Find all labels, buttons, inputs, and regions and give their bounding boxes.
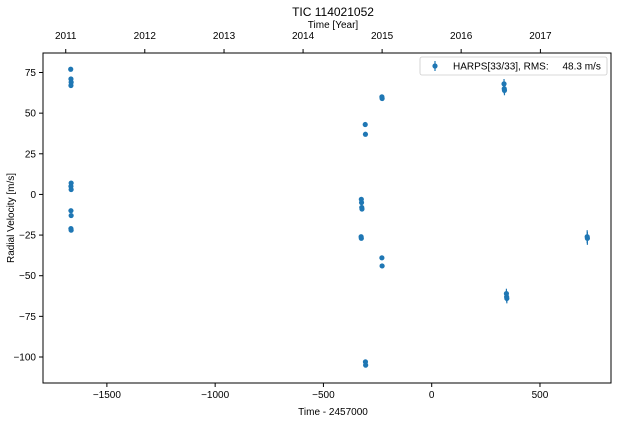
data-point bbox=[501, 87, 508, 93]
y-axis-title: Radial Velocity [m/s] bbox=[6, 173, 17, 263]
top-tick-label: 2011 bbox=[55, 31, 77, 42]
data-point bbox=[379, 263, 385, 269]
top-tick-label: 2014 bbox=[292, 31, 315, 42]
data-point bbox=[68, 186, 74, 193]
axis-ticks-layer: −1500 −1000 −500 0 500 −100 −75 −50 −25 0 25 50 75 20… bbox=[13, 31, 551, 401]
top-axis-title: Time [Year] bbox=[308, 20, 359, 31]
x-tick-label: 0 bbox=[429, 390, 435, 401]
legend-series-label: HARPS[33/33], RMS: 48.3 m/s bbox=[453, 62, 601, 73]
y-tick-label: −25 bbox=[19, 231, 36, 242]
plot-frame bbox=[42, 52, 612, 384]
data-point bbox=[379, 95, 385, 102]
x-tick-label: −500 bbox=[312, 390, 335, 401]
x-tick-label: −1500 bbox=[93, 390, 122, 401]
y-tick-label: 25 bbox=[25, 149, 37, 160]
data-point bbox=[358, 235, 364, 241]
chart-title: TIC 114021052 bbox=[292, 5, 374, 19]
data-point bbox=[362, 131, 369, 137]
top-tick-label: 2017 bbox=[529, 31, 552, 42]
legend: HARPS[33/33], RMS: 48.3 m/s bbox=[419, 56, 608, 76]
data-point bbox=[68, 66, 74, 72]
data-point bbox=[362, 121, 368, 128]
top-tick-label: 2016 bbox=[450, 31, 473, 42]
data-points-layer bbox=[68, 66, 590, 368]
legend-marker-icon bbox=[432, 63, 438, 69]
top-tick-label: 2012 bbox=[134, 31, 157, 42]
data-point bbox=[68, 82, 74, 89]
data-point bbox=[359, 206, 365, 212]
y-tick-label: 0 bbox=[30, 190, 36, 201]
x-tick-label: −1000 bbox=[201, 390, 230, 401]
data-point bbox=[363, 362, 369, 368]
top-tick-label: 2013 bbox=[213, 31, 236, 42]
data-point bbox=[68, 208, 74, 214]
y-tick-label: 75 bbox=[25, 68, 37, 79]
top-tick-label: 2015 bbox=[371, 31, 394, 42]
data-point bbox=[584, 235, 590, 241]
data-point bbox=[68, 212, 74, 219]
x-axis-title: Time - 2457000 bbox=[298, 407, 368, 418]
y-tick-label: 50 bbox=[25, 109, 37, 120]
data-point bbox=[358, 199, 365, 206]
y-tick-label: −100 bbox=[13, 352, 36, 363]
x-tick-label: 500 bbox=[532, 390, 549, 401]
data-point bbox=[68, 227, 74, 233]
data-point bbox=[379, 255, 385, 261]
legend-box bbox=[419, 56, 608, 76]
y-tick-label: −75 bbox=[19, 312, 36, 323]
y-tick-label: −50 bbox=[19, 271, 36, 282]
data-point bbox=[504, 295, 510, 302]
